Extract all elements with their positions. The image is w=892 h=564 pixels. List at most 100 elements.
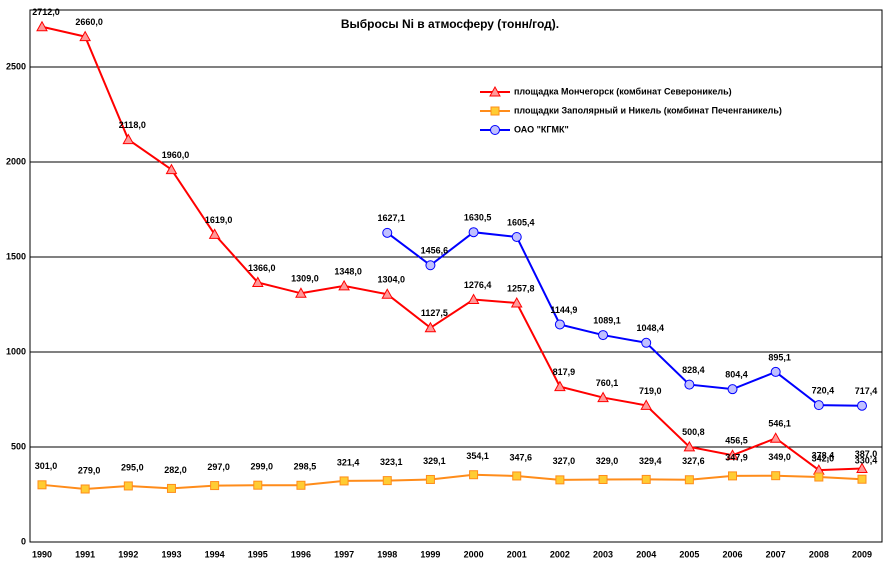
x-tick-label: 1998 xyxy=(377,549,397,559)
data-point xyxy=(727,384,738,395)
x-tick-label: 2000 xyxy=(464,549,484,559)
data-label: 1627,1 xyxy=(377,213,405,223)
data-label: 1605,4 xyxy=(507,217,535,227)
data-label: 1630,5 xyxy=(464,213,492,223)
data-label: 347,9 xyxy=(725,452,748,462)
data-point xyxy=(339,476,349,486)
data-point xyxy=(771,471,781,481)
data-label: 2660,0 xyxy=(75,17,103,27)
data-point xyxy=(641,337,652,348)
data-label: 1348,0 xyxy=(334,266,362,276)
chart-title: Выбросы Ni в атмосферу (тонн/год). xyxy=(341,17,559,31)
data-label: 329,0 xyxy=(596,456,619,466)
x-tick-label: 2007 xyxy=(766,549,786,559)
legend-label: площадка Мончегорск (комбинат Северонике… xyxy=(514,86,732,96)
data-point xyxy=(425,474,435,484)
data-point xyxy=(683,440,696,452)
data-label: 2712,0 xyxy=(32,7,60,17)
data-point xyxy=(79,30,92,42)
data-label: 817,9 xyxy=(553,367,576,377)
legend-marker xyxy=(490,125,500,135)
data-label: 828,4 xyxy=(682,365,705,375)
x-tick-label: 2006 xyxy=(723,549,743,559)
data-point xyxy=(122,133,135,145)
data-point xyxy=(770,366,781,377)
x-tick-label: 2005 xyxy=(679,549,699,559)
data-point xyxy=(382,227,393,238)
data-label: 719,0 xyxy=(639,386,662,396)
x-tick-label: 1997 xyxy=(334,549,354,559)
data-label: 1309,0 xyxy=(291,274,319,284)
series-line xyxy=(41,473,863,490)
data-label: 295,0 xyxy=(121,462,144,472)
series-line xyxy=(386,231,863,407)
x-tick-label: 1993 xyxy=(161,549,181,559)
x-tick-label: 2008 xyxy=(809,549,829,559)
data-point xyxy=(295,287,307,298)
data-point xyxy=(598,474,608,484)
data-point xyxy=(425,260,436,271)
x-tick-label: 1995 xyxy=(248,549,268,559)
data-label: 1276,4 xyxy=(464,280,492,290)
x-tick-label: 1990 xyxy=(32,549,52,559)
data-point xyxy=(684,379,695,390)
data-label: 1048,4 xyxy=(636,323,664,333)
y-tick-label: 500 xyxy=(11,441,26,451)
data-label: 456,5 xyxy=(725,436,748,446)
data-label: 1144,9 xyxy=(550,305,577,315)
data-point xyxy=(424,321,437,333)
data-point xyxy=(165,163,178,175)
x-tick-label: 1999 xyxy=(420,549,440,559)
data-label: 720,4 xyxy=(812,385,835,395)
data-point xyxy=(510,296,523,308)
data-label: 349,0 xyxy=(768,452,791,462)
data-point xyxy=(296,480,306,490)
x-tick-label: 2001 xyxy=(507,549,527,559)
data-label: 329,1 xyxy=(423,456,446,466)
data-label: 1456,6 xyxy=(421,246,449,256)
data-point xyxy=(208,228,221,239)
data-point xyxy=(381,288,394,299)
data-label: 1366,0 xyxy=(248,263,276,273)
data-point xyxy=(37,480,47,490)
data-point xyxy=(338,279,350,291)
data-label: 760,1 xyxy=(596,378,619,388)
data-label: 354,1 xyxy=(466,451,489,461)
data-point xyxy=(251,276,264,287)
x-tick-label: 1992 xyxy=(118,549,138,559)
legend-label: площадки Заполярный и Никель (комбинат П… xyxy=(514,105,782,115)
data-point xyxy=(769,432,782,443)
data-point xyxy=(123,481,133,491)
x-tick-label: 1991 xyxy=(75,549,95,559)
data-label: 1960,0 xyxy=(162,150,190,160)
data-label: 282,0 xyxy=(164,465,187,475)
x-tick-label: 1994 xyxy=(205,549,225,559)
data-label: 329,4 xyxy=(639,456,662,466)
data-label: 895,1 xyxy=(768,352,791,362)
data-point xyxy=(554,380,566,392)
legend-marker xyxy=(490,106,500,116)
data-point xyxy=(512,471,522,481)
data-point xyxy=(166,483,176,493)
data-label: 546,1 xyxy=(768,419,791,429)
data-point xyxy=(511,231,522,242)
y-tick-label: 1500 xyxy=(6,251,26,261)
data-point xyxy=(210,481,220,491)
data-point xyxy=(555,475,565,485)
data-label: 387,0 xyxy=(855,449,878,459)
data-point xyxy=(382,476,392,486)
data-label: 804,4 xyxy=(725,370,748,380)
x-tick-label: 1996 xyxy=(291,549,311,559)
data-point xyxy=(80,484,90,494)
data-label: 299,0 xyxy=(251,462,274,472)
data-point xyxy=(467,293,480,304)
data-point xyxy=(726,449,739,460)
data-point xyxy=(554,319,565,330)
data-label: 378,4 xyxy=(812,450,835,460)
data-label: 500,8 xyxy=(682,427,705,437)
data-label: 330,4 xyxy=(855,456,878,466)
data-point xyxy=(813,400,824,411)
y-tick-label: 0 xyxy=(21,536,26,546)
plot-area xyxy=(29,9,883,543)
